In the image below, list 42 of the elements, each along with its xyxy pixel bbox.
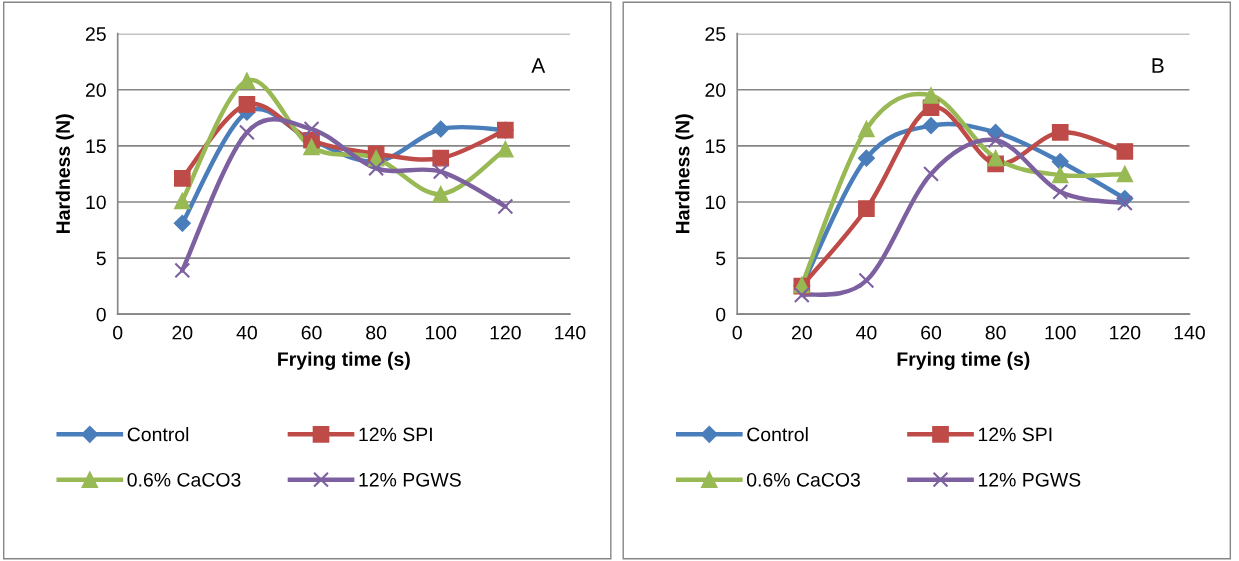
annotation: A bbox=[531, 58, 546, 73]
x-tick-label: 20 bbox=[791, 325, 812, 340]
x-axis-title: Frying time (s) bbox=[897, 351, 1030, 370]
annotation: B bbox=[1152, 58, 1164, 73]
y-tick-label: 10 bbox=[705, 195, 726, 210]
legend-label: 12% SPI bbox=[359, 427, 432, 442]
x-tick-label: 80 bbox=[985, 325, 1006, 340]
x-tick-label: 80 bbox=[366, 325, 387, 340]
x-tick-label: 0 bbox=[732, 325, 742, 340]
y-tick-label: 5 bbox=[96, 251, 106, 266]
legend-label: Control bbox=[747, 427, 808, 442]
x-tick-label: 20 bbox=[172, 325, 193, 340]
x-tick-label: 140 bbox=[1174, 325, 1205, 340]
y-tick-label: 10 bbox=[86, 195, 106, 210]
y-tick-label: 20 bbox=[705, 83, 726, 97]
y-tick-label: 20 bbox=[85, 83, 106, 97]
y-tick-label: 15 bbox=[705, 139, 726, 154]
x-tick-label: 100 bbox=[425, 325, 457, 340]
y-tick-label: 0 bbox=[96, 307, 106, 322]
x-tick-label: 60 bbox=[301, 325, 322, 340]
legend-label: Control bbox=[127, 427, 189, 442]
legend-label: 0.6% CaCO3 bbox=[747, 472, 860, 487]
y-tick-label: 25 bbox=[85, 27, 106, 41]
x-axis-title: Frying time (s) bbox=[278, 351, 410, 370]
y-tick-label: 5 bbox=[716, 251, 726, 266]
x-tick-label: 120 bbox=[1110, 325, 1141, 340]
y-tick-label: 15 bbox=[86, 139, 106, 154]
y-tick-label: 0 bbox=[716, 307, 726, 322]
legend-label: 12% PGWS bbox=[359, 472, 461, 487]
legend-label: 12% PGWS bbox=[978, 472, 1081, 487]
x-tick-label: 100 bbox=[1045, 325, 1076, 340]
legend-label: 0.6% CaCO3 bbox=[127, 472, 241, 487]
x-tick-label: 40 bbox=[856, 325, 877, 340]
legend-label: 12% SPI bbox=[978, 427, 1052, 442]
x-tick-label: 40 bbox=[236, 325, 257, 340]
y-axis-title: Hardness (N) bbox=[675, 114, 694, 234]
x-tick-label: 60 bbox=[921, 325, 942, 340]
x-tick-label: 0 bbox=[113, 325, 123, 340]
y-tick-label: 25 bbox=[705, 27, 726, 41]
x-tick-label: 120 bbox=[490, 325, 521, 340]
y-axis-title: Hardness (N) bbox=[55, 114, 74, 234]
x-tick-label: 140 bbox=[555, 325, 586, 340]
